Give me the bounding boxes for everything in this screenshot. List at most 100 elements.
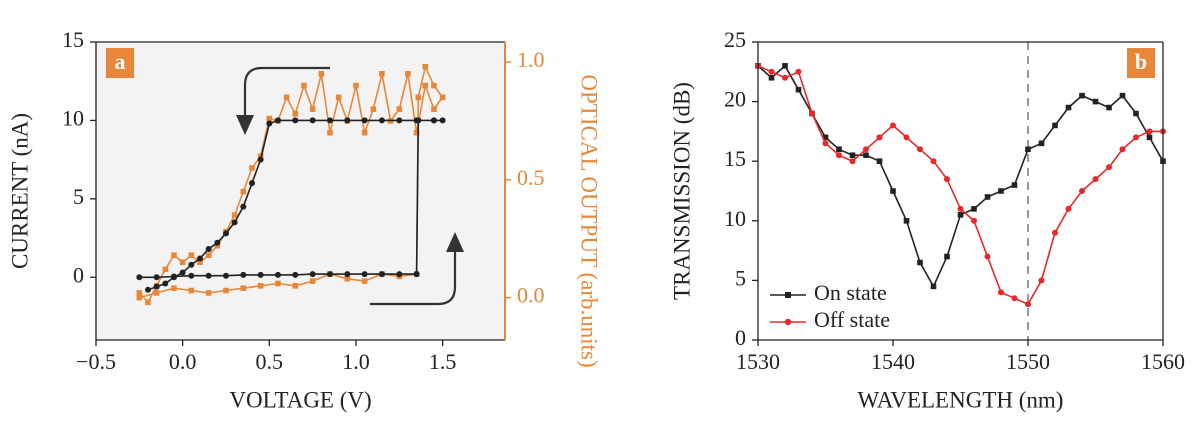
point	[223, 287, 229, 294]
point	[795, 86, 802, 93]
point	[413, 117, 420, 124]
series-group	[755, 62, 1166, 308]
point	[836, 146, 842, 153]
point	[1065, 205, 1072, 212]
point	[1092, 98, 1099, 105]
point	[153, 274, 160, 281]
point	[1106, 164, 1112, 171]
point	[809, 110, 815, 117]
point	[266, 120, 273, 127]
point	[361, 117, 368, 124]
point	[205, 272, 212, 279]
point	[1052, 229, 1058, 236]
point	[153, 290, 160, 296]
point	[136, 294, 143, 301]
switch-arrows	[243, 66, 457, 306]
point	[379, 71, 385, 77]
point	[301, 82, 307, 89]
point	[396, 271, 403, 278]
point	[196, 255, 203, 262]
x-tick-label: 0.5	[256, 349, 284, 374]
x-tick-label: 1530	[736, 349, 780, 374]
arrow	[243, 66, 330, 118]
point	[378, 117, 385, 124]
point	[422, 63, 429, 70]
point	[1025, 146, 1031, 153]
point	[326, 117, 333, 124]
legend-label: Off state	[814, 307, 890, 332]
point	[361, 278, 368, 284]
x-tick-label: 1.5	[429, 349, 457, 374]
point	[231, 212, 238, 218]
y-tick-label: 5	[735, 265, 746, 290]
point	[439, 94, 446, 101]
point	[144, 286, 151, 293]
point	[984, 253, 991, 260]
point	[240, 285, 247, 291]
panel-label: b	[1135, 49, 1147, 74]
point	[292, 117, 299, 124]
point	[257, 156, 264, 163]
point	[957, 205, 964, 212]
point	[205, 252, 212, 258]
point	[439, 117, 446, 124]
point	[145, 299, 151, 306]
point	[1106, 104, 1112, 111]
point	[153, 283, 160, 290]
point	[903, 134, 910, 141]
point	[768, 68, 775, 75]
point	[361, 129, 368, 136]
point	[162, 266, 169, 273]
point	[1119, 92, 1126, 99]
point	[257, 283, 264, 289]
point	[309, 117, 316, 124]
point	[361, 271, 368, 278]
point	[257, 271, 264, 278]
point	[309, 271, 316, 278]
x-tick-label: 1550	[1006, 349, 1050, 374]
x-tick-label: 0.0	[169, 349, 197, 374]
point	[1038, 140, 1045, 147]
point	[326, 271, 333, 278]
y-tick-label: 10	[724, 206, 746, 231]
point	[283, 94, 290, 101]
point	[1146, 134, 1153, 141]
point	[822, 134, 829, 141]
point	[863, 152, 869, 159]
point	[1092, 176, 1099, 183]
panel-badge	[1127, 48, 1155, 78]
point	[405, 71, 411, 77]
point	[370, 106, 377, 112]
point	[1011, 295, 1018, 302]
point	[1079, 92, 1085, 99]
point	[1065, 104, 1072, 111]
point	[344, 271, 351, 278]
point	[957, 212, 964, 218]
legend-marker	[785, 292, 791, 298]
point	[998, 188, 1004, 194]
point	[274, 117, 281, 124]
point	[984, 194, 991, 200]
point	[344, 117, 351, 124]
legend-marker	[784, 318, 792, 326]
point	[344, 275, 351, 282]
point	[944, 176, 950, 183]
point	[890, 122, 896, 129]
point	[876, 158, 883, 164]
point	[136, 290, 143, 296]
point	[1133, 134, 1139, 141]
y2-tick-label: 0.0	[517, 283, 545, 308]
point	[205, 246, 212, 253]
point	[171, 252, 177, 258]
point	[214, 239, 221, 246]
y-tick-label: 15	[724, 146, 746, 171]
point	[205, 290, 212, 296]
point	[782, 74, 788, 81]
point	[179, 269, 186, 276]
x-tick-label: −0.5	[76, 349, 116, 374]
point	[309, 278, 316, 284]
point	[396, 106, 403, 112]
point	[413, 129, 420, 136]
x-axis-title: VOLTAGE (V)	[229, 387, 371, 412]
